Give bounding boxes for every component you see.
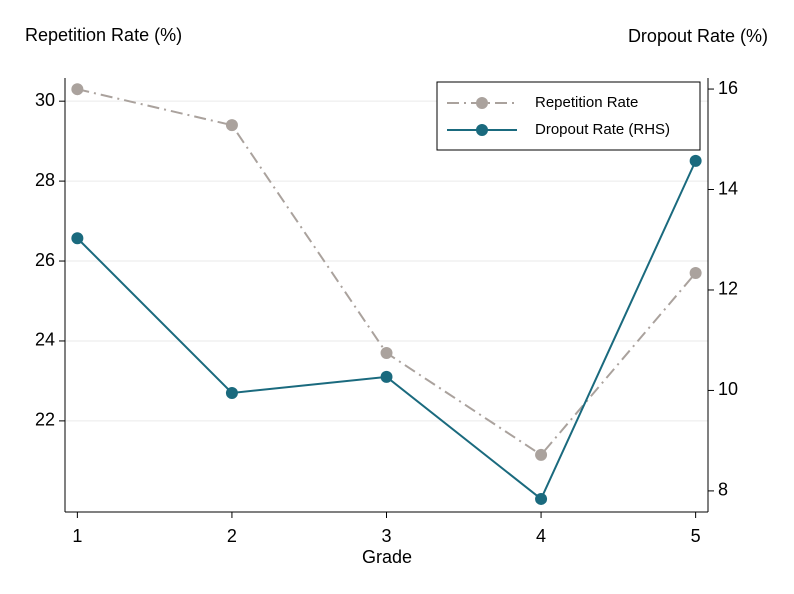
y-tick-label: 30: [35, 90, 55, 110]
data-point: [689, 267, 702, 280]
data-point: [225, 386, 238, 399]
data-point: [535, 492, 548, 505]
x-tick-label: 3: [381, 526, 391, 546]
y-tick-label: 24: [35, 330, 55, 350]
legend-swatch-marker: [476, 124, 488, 136]
data-point: [535, 448, 548, 461]
data-point: [380, 346, 393, 359]
x-tick-label: 4: [536, 526, 546, 546]
y-tick-label: 28: [35, 170, 55, 190]
y2-tick-label: 10: [718, 379, 738, 399]
data-point: [225, 119, 238, 132]
data-point: [71, 232, 84, 245]
y2-tick-label: 12: [718, 279, 738, 299]
legend-label: Dropout Rate (RHS): [535, 121, 670, 138]
legend-label: Repetition Rate: [535, 94, 638, 111]
x-tick-label: 1: [72, 526, 82, 546]
legend: [436, 81, 701, 151]
x-tick-label: 5: [691, 526, 701, 546]
data-point: [689, 154, 702, 167]
y-axis-title: Repetition Rate (%): [25, 25, 182, 45]
y2-tick-label: 14: [718, 178, 738, 198]
y-tick-label: 22: [35, 410, 55, 430]
data-point: [71, 83, 84, 96]
x-axis-title: Grade: [362, 547, 412, 567]
data-point: [380, 370, 393, 383]
y2-axis-title: Dropout Rate (%): [628, 26, 768, 46]
x-tick-label: 2: [227, 526, 237, 546]
y2-tick-label: 8: [718, 480, 728, 500]
legend-swatch-marker: [476, 97, 488, 109]
y-tick-label: 26: [35, 250, 55, 270]
y2-tick-label: 16: [718, 78, 738, 98]
